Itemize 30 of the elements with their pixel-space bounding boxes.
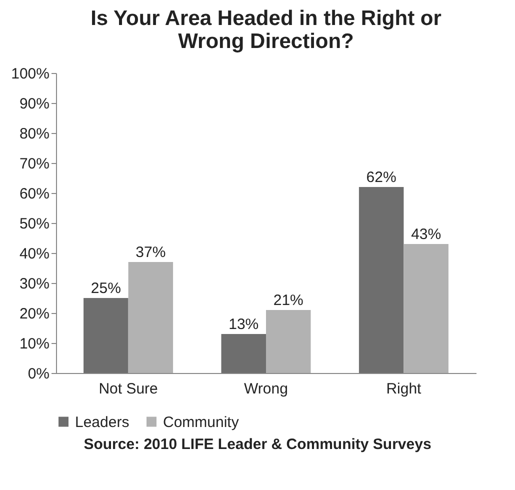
- data-label: 62%: [366, 169, 396, 186]
- x-tick-label: Not Sure: [98, 380, 158, 398]
- y-tick-label: 10%: [19, 336, 50, 352]
- bar: [84, 298, 128, 373]
- chart-title: Is Your Area Headed in the Right or Wrong Direction?: [90, 7, 442, 53]
- legend-label: Leaders: [75, 414, 130, 431]
- bar: [266, 310, 311, 373]
- y-tick-label: 60%: [19, 186, 50, 202]
- bar: [358, 187, 404, 373]
- data-label: 43%: [411, 226, 442, 243]
- data-label: 13%: [228, 316, 259, 333]
- bar: [128, 262, 174, 373]
- bar: [404, 244, 448, 373]
- y-tick-label: 100%: [11, 66, 50, 82]
- y-tick-label: 90%: [19, 96, 50, 112]
- y-tick-label: 0%: [28, 366, 50, 382]
- bar: [221, 334, 266, 373]
- x-tick-label: Wrong: [244, 380, 288, 398]
- data-label: 25%: [90, 280, 121, 297]
- source-note: Source: 2010 LIFE Leader & Community Surveys: [82, 436, 432, 453]
- y-tick-label: 50%: [19, 216, 50, 232]
- y-tick-label: 70%: [19, 156, 50, 172]
- y-tick-label: 80%: [19, 126, 50, 142]
- x-tick-label: Right: [386, 380, 422, 398]
- data-label: 21%: [273, 292, 304, 309]
- data-label: 37%: [136, 244, 166, 261]
- legend-label: Community: [163, 414, 240, 431]
- y-tick-label: 40%: [19, 246, 50, 262]
- y-tick-label: 30%: [19, 276, 50, 292]
- y-tick-label: 20%: [19, 306, 50, 322]
